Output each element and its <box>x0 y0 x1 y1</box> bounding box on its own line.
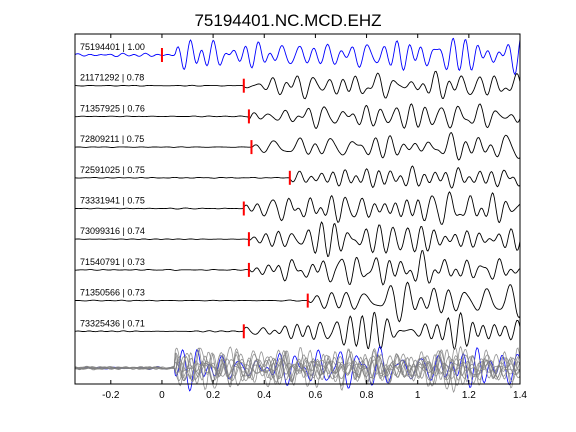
trace-label: 73331941 | 0.75 <box>80 196 145 206</box>
trace-label: 72809211 | 0.75 <box>80 134 144 144</box>
x-tick-label: 0.4 <box>257 390 271 401</box>
trace-line <box>74 311 521 351</box>
x-tick-label: 0.2 <box>206 390 220 401</box>
trace-line <box>75 70 521 100</box>
trace-label: 73099316 | 0.74 <box>80 226 145 236</box>
x-tick-label: -0.2 <box>102 390 120 401</box>
trace-line <box>75 250 521 286</box>
trace-label: 21171292 | 0.78 <box>80 73 144 83</box>
x-tick-label: 1.4 <box>513 390 527 401</box>
trace-label: 75194401 | 1.00 <box>80 42 145 52</box>
chart-title: 75194401.NC.MCD.EHZ <box>194 11 381 30</box>
x-tick-label: 0.6 <box>308 390 322 401</box>
traces-group: 75194401 | 1.00 21171292 | 0.78 71357925 |… <box>74 37 521 351</box>
stack-group <box>74 345 521 394</box>
trace-line <box>74 165 521 189</box>
stack-trace <box>74 346 521 387</box>
trace-line <box>75 191 521 225</box>
stack-trace <box>74 350 521 387</box>
trace-line <box>74 221 521 258</box>
trace-line <box>74 132 521 161</box>
x-tick-label: 0 <box>159 390 165 401</box>
x-tick-label: 1 <box>415 390 421 401</box>
trace-line <box>75 103 521 129</box>
trace-label: 71540791 | 0.73 <box>80 257 145 267</box>
x-tick-label: 0.8 <box>360 390 374 401</box>
stack-trace <box>74 345 521 394</box>
trace-label: 72591025 | 0.75 <box>80 165 145 175</box>
trace-line <box>74 37 521 76</box>
x-axis: -0.2 0 0.2 0.4 0.6 0.8 1 1.2 1.4 <box>102 34 527 401</box>
trace-label: 73325436 | 0.71 <box>80 318 145 328</box>
trace-label: 71357925 | 0.76 <box>80 103 145 113</box>
trace-label: 71350566 | 0.73 <box>80 288 145 298</box>
trace-line <box>75 281 521 323</box>
plot-frame <box>74 33 521 385</box>
x-tick-label: 1.2 <box>462 390 476 401</box>
